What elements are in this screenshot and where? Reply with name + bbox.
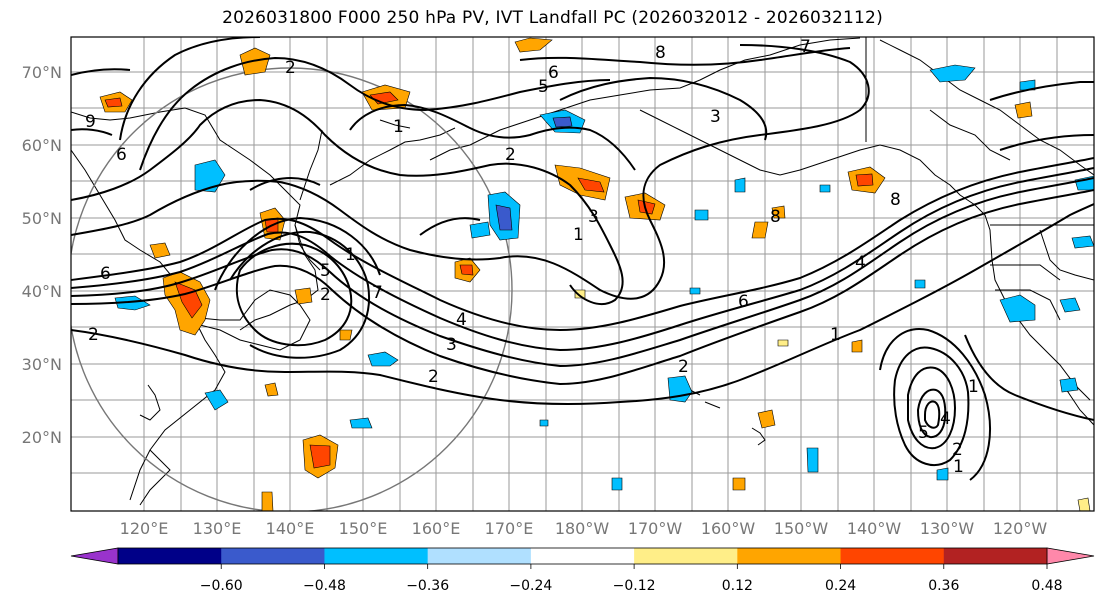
- map-frame: [70, 36, 1095, 512]
- contour-label: 7: [800, 37, 811, 57]
- colorbar-segment: [324, 548, 429, 564]
- contour-label: 8: [770, 207, 781, 227]
- lat-label: 60°N: [22, 136, 62, 155]
- colorbar-tick-label: 0.48: [1031, 578, 1062, 594]
- colorbar-segment: [530, 548, 635, 564]
- contour-label: 1: [830, 325, 841, 345]
- contour-label: 6: [116, 145, 127, 165]
- contour-label: 5: [320, 261, 331, 281]
- lon-label: 180°W: [555, 519, 610, 538]
- colorbar-segment: [427, 548, 532, 564]
- colorbar-segment: [634, 548, 738, 564]
- lon-label: 120°W: [993, 519, 1048, 538]
- contour-label: 8: [890, 190, 901, 210]
- colorbar-segment: [737, 548, 842, 564]
- colorbar-tick-label: −0.60: [200, 578, 243, 594]
- colorbar: −0.60 −0.48 −0.36 −0.24 −0.12 0.12 0.24 0.36 0.4…: [70, 547, 1095, 594]
- lon-label: 130°W: [920, 519, 975, 538]
- lon-label: 120°E: [120, 519, 169, 538]
- contour-label: 6: [100, 264, 111, 284]
- contour-label: 4: [940, 409, 951, 429]
- contour-label: 2: [285, 58, 296, 78]
- lon-label: 140°E: [266, 519, 315, 538]
- contour-label: 3: [588, 207, 599, 227]
- contour-label: 8: [655, 43, 666, 63]
- colorbar-tick-label: 0.12: [722, 578, 753, 594]
- colorbar-segment: [118, 548, 222, 564]
- contour-label: 7: [372, 283, 383, 303]
- contour-label: 4: [855, 253, 866, 273]
- contour-label: 2: [505, 145, 516, 165]
- lon-label: 170°W: [628, 519, 683, 538]
- lon-label: 170°E: [485, 519, 534, 538]
- graticule: [71, 37, 1094, 511]
- colorbar-frame: [117, 547, 1048, 565]
- contour-label: 1: [968, 377, 979, 397]
- figure-title: 2026031800 F000 250 hPa PV, IVT Landfall…: [222, 8, 883, 28]
- colorbar-tick-label: −0.48: [303, 578, 346, 594]
- colorbar-tick-label: 0.36: [928, 578, 959, 594]
- pv-contours: [71, 37, 1094, 481]
- colorbar-extend-low: [70, 547, 119, 565]
- contour-label: 5: [918, 423, 929, 443]
- contour-label: 6: [738, 292, 749, 312]
- colorbar-tick-label: −0.24: [509, 578, 552, 594]
- contour-label: 2: [952, 440, 963, 460]
- colorbar-tick-label: 0.24: [825, 578, 856, 594]
- lon-label: 130°E: [193, 519, 242, 538]
- contour-labels: 2 8 7 6 5 3 1 2 8 6 2 5 7 4 3 2 1 6 2 1 …: [85, 37, 979, 477]
- lat-label: 70°N: [22, 63, 62, 82]
- lat-label: 50°N: [22, 209, 62, 228]
- contour-label: 2: [678, 357, 689, 377]
- lon-label: 140°W: [847, 519, 902, 538]
- lon-label: 150°W: [774, 519, 829, 538]
- lat-label: 20°N: [22, 428, 62, 447]
- colorbar-extend-high: [1046, 547, 1095, 565]
- colorbar-segment: [943, 548, 1048, 564]
- contour-label: 1: [573, 225, 584, 245]
- lon-label: 150°E: [339, 519, 388, 538]
- contour-label: 3: [710, 107, 721, 127]
- contour-label: 5: [538, 77, 549, 97]
- contour-label: 2: [88, 325, 99, 345]
- latitude-labels: 70°N 60°N 50°N 40°N 30°N 20°N: [22, 63, 62, 447]
- lat-label: 30°N: [22, 355, 62, 374]
- lat-label: 40°N: [22, 282, 62, 301]
- contour-label: 3: [446, 335, 457, 355]
- contour-label: 9: [85, 112, 96, 132]
- contour-label: 1: [953, 457, 964, 477]
- longitude-labels: 120°E 130°E 140°E 150°E 160°E 170°E 180°…: [120, 519, 1048, 538]
- contour-label: 1: [345, 245, 356, 265]
- lon-label: 160°W: [701, 519, 756, 538]
- contour-label: 1: [393, 117, 404, 137]
- colorbar-segment: [840, 548, 945, 564]
- colorbar-tick-label: −0.36: [406, 578, 449, 594]
- contour-label: 4: [456, 310, 467, 330]
- contour-label: 2: [320, 285, 331, 305]
- contour-label: 6: [548, 63, 559, 83]
- ivt-blobs: [99, 37, 1094, 511]
- contour-label: 2: [428, 367, 439, 387]
- lon-label: 160°E: [412, 519, 461, 538]
- radius-ring: [71, 67, 513, 511]
- colorbar-segment: [221, 548, 325, 564]
- colorbar-tick-label: −0.12: [613, 578, 656, 594]
